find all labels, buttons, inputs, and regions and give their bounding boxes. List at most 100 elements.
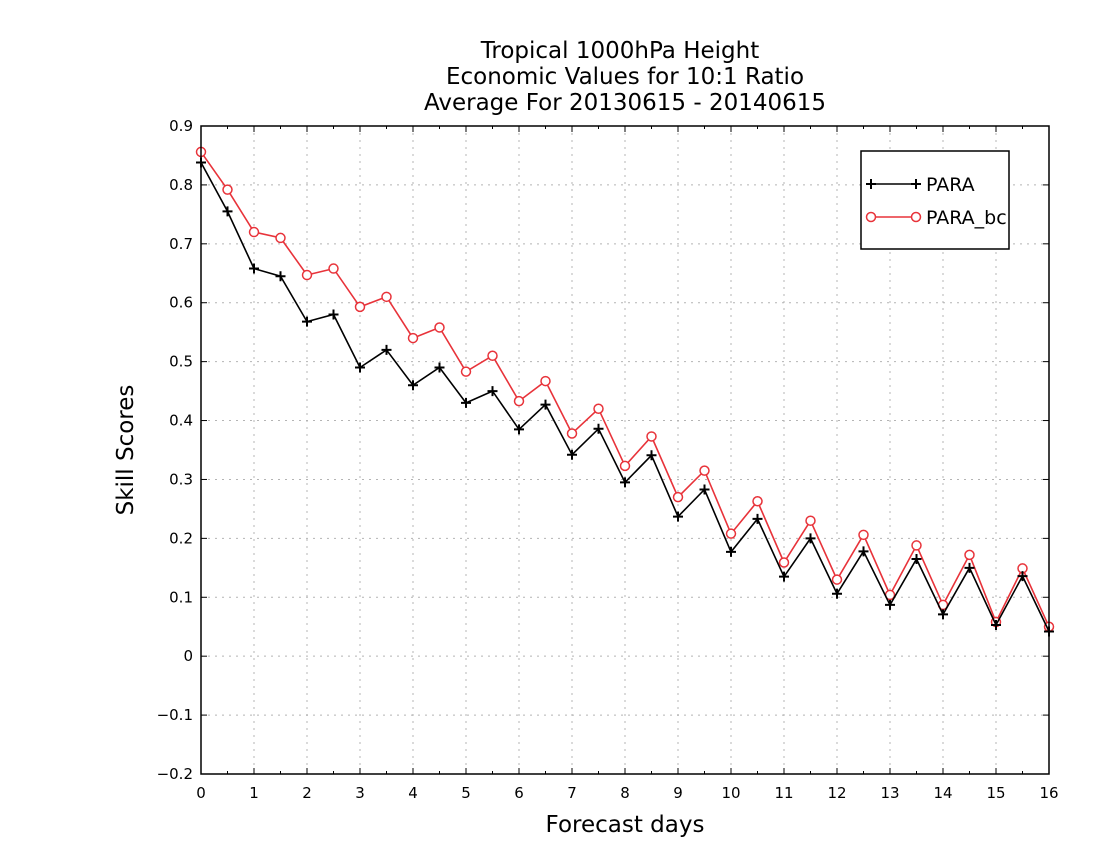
point-para: [779, 571, 789, 582]
point-para: [832, 588, 842, 599]
chart-title-line-2: Economic Values for 10:1 Ratio: [446, 64, 804, 90]
point-para-bc: [831, 574, 843, 585]
x-tick-label: 6: [514, 784, 524, 802]
point-para-bc: [619, 460, 631, 472]
point-para: [752, 513, 763, 524]
point-para: [302, 316, 312, 327]
point-para-bc: [222, 184, 233, 195]
point-para: [991, 619, 1001, 630]
point-para: [1017, 571, 1028, 582]
y-axis-title: Skill Scores: [113, 385, 139, 516]
y-tick-label: −0.1: [157, 706, 193, 724]
x-tick-label: 11: [774, 784, 793, 802]
point-para: [646, 450, 657, 461]
y-tick-label: 0.1: [169, 588, 193, 606]
point-para: [805, 533, 816, 544]
y-tick-label: 0.6: [169, 294, 193, 312]
chart-title-line-3: Average For 20130615 - 20140615: [424, 90, 826, 116]
point-para: [911, 553, 922, 564]
point-para-bc: [248, 226, 260, 238]
point-para: [567, 449, 577, 460]
point-para-bc: [646, 431, 657, 442]
y-tick-label: 0.8: [169, 176, 193, 194]
legend-para-bc-marker: [865, 211, 877, 223]
point-para: [699, 484, 710, 495]
point-para-bc: [805, 515, 816, 526]
point-para-bc: [487, 350, 498, 361]
point-para-bc: [566, 428, 578, 439]
point-para-bc: [672, 491, 684, 503]
point-para: [514, 424, 524, 435]
legend-box: [860, 150, 1010, 250]
point-para: [275, 271, 286, 282]
point-para-bc: [725, 528, 737, 539]
point-para: [938, 609, 948, 620]
point-para: [885, 599, 895, 610]
point-para-bc: [964, 549, 975, 561]
point-para: [673, 511, 683, 522]
point-para-bc: [752, 496, 763, 507]
y-tick-label: 0.9: [169, 117, 193, 135]
chart-title-line-1: Tropical 1000hPa Height: [480, 38, 760, 64]
series-lines: [195, 146, 1055, 637]
x-tick-label: 7: [567, 784, 577, 802]
point-para-bc: [407, 332, 419, 344]
x-tick-label: 12: [827, 784, 846, 802]
legend: PARA PARA_bc: [860, 150, 1010, 250]
x-tick-label: 8: [620, 784, 630, 802]
x-tick-label: 10: [721, 784, 740, 802]
x-tick-label: 14: [933, 784, 952, 802]
plot-frame: [200, 125, 1050, 775]
x-tick-label: 3: [355, 784, 365, 802]
point-para: [964, 562, 975, 573]
x-tick-label: 4: [408, 784, 418, 802]
point-para-bc: [275, 232, 286, 244]
point-para: [620, 477, 630, 488]
y-tick-label: 0.5: [169, 353, 193, 371]
point-para-bc: [328, 263, 339, 274]
point-para-bc: [540, 375, 551, 387]
x-tick-label: 0: [196, 784, 206, 802]
y-tick-label: 0: [183, 647, 193, 665]
legend-para-bc-label: PARA_bc: [926, 207, 1007, 229]
grid-lines: [201, 126, 1049, 774]
y-tick-label: 0.4: [169, 412, 193, 430]
legend-para-label: PARA: [926, 174, 975, 196]
point-para-bc: [513, 395, 525, 407]
x-tick-label: 15: [986, 784, 1005, 802]
x-tick-label: 5: [461, 784, 471, 802]
point-para: [408, 380, 418, 391]
point-para: [222, 206, 233, 217]
x-tick-label: 1: [249, 784, 259, 802]
y-tick-label: 0.7: [169, 235, 193, 253]
point-para-bc: [460, 366, 472, 377]
point-para-bc: [381, 291, 392, 303]
y-tick-label: −0.2: [157, 765, 193, 783]
y-tick-label: 0.2: [169, 529, 193, 547]
x-tick-label: 13: [880, 784, 899, 802]
legend-para-marker: [866, 179, 921, 189]
point-para: [355, 362, 365, 373]
point-para: [726, 546, 736, 557]
point-para-bc: [858, 529, 869, 541]
point-para-bc: [354, 301, 366, 313]
x-tick-label: 16: [1039, 784, 1058, 802]
point-para: [858, 546, 869, 557]
point-para-bc: [699, 465, 710, 476]
x-tick-label: 9: [673, 784, 683, 802]
point-para-bc: [911, 540, 922, 551]
point-para-bc: [434, 322, 445, 333]
point-para: [487, 386, 498, 397]
x-axis-title: Forecast days: [546, 812, 705, 838]
point-para: [461, 397, 471, 408]
point-para-bc: [778, 557, 790, 568]
point-para: [381, 344, 392, 355]
axis-ticks: −0.2 −0.1 0 0.1 0.2 0.3 0.4 0.5 0.6 0.7 0.8 0.9 0 1 2 3…: [157, 117, 1059, 802]
point-para: [434, 362, 445, 373]
point-para: [328, 309, 339, 320]
point-para-bc: [593, 403, 604, 415]
point-para: [249, 263, 259, 274]
y-tick-label: 0.3: [169, 470, 193, 488]
point-para: [593, 423, 604, 434]
